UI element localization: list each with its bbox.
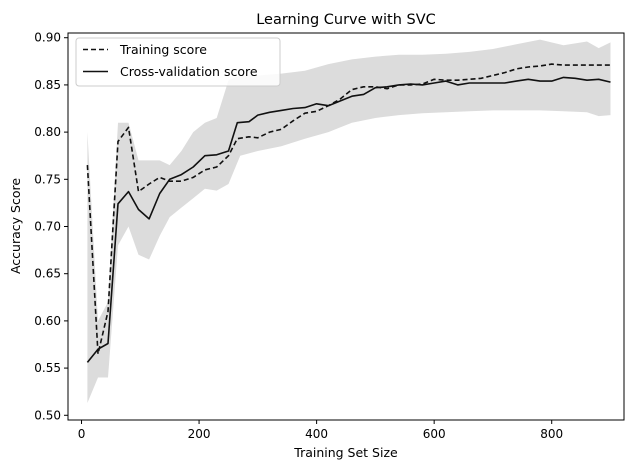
x-tick-label: 200 [188, 427, 211, 441]
y-tick-label: 0.90 [34, 31, 61, 45]
y-tick-label: 0.70 [34, 220, 61, 234]
y-tick-label: 0.75 [34, 172, 61, 186]
legend: Training score Cross-validation score [75, 37, 281, 87]
legend-training-label: Training score [119, 42, 207, 57]
x-tick-label: 600 [423, 427, 446, 441]
x-axis-title: Training Set Size [293, 445, 398, 460]
legend-box [75, 37, 281, 87]
chart-title: Learning Curve with SVC [256, 12, 436, 28]
x-tick-label: 0 [78, 427, 86, 441]
y-axis-title: Accuracy Score [8, 178, 23, 274]
y-tick-label: 0.55 [34, 361, 61, 375]
y-tick-label: 0.50 [34, 408, 61, 422]
legend-cv-label: Cross-validation score [120, 64, 258, 79]
x-tick-label: 400 [305, 427, 328, 441]
variance-band [87, 39, 611, 403]
y-tick-label: 0.60 [34, 314, 61, 328]
y-tick-label: 0.80 [34, 125, 61, 139]
y-tick-label: 0.85 [34, 78, 61, 92]
y-tick-label: 0.65 [34, 267, 61, 281]
x-tick-label: 800 [540, 427, 563, 441]
training-score-line [86, 63, 611, 355]
cross-validation-score-line [86, 76, 611, 363]
